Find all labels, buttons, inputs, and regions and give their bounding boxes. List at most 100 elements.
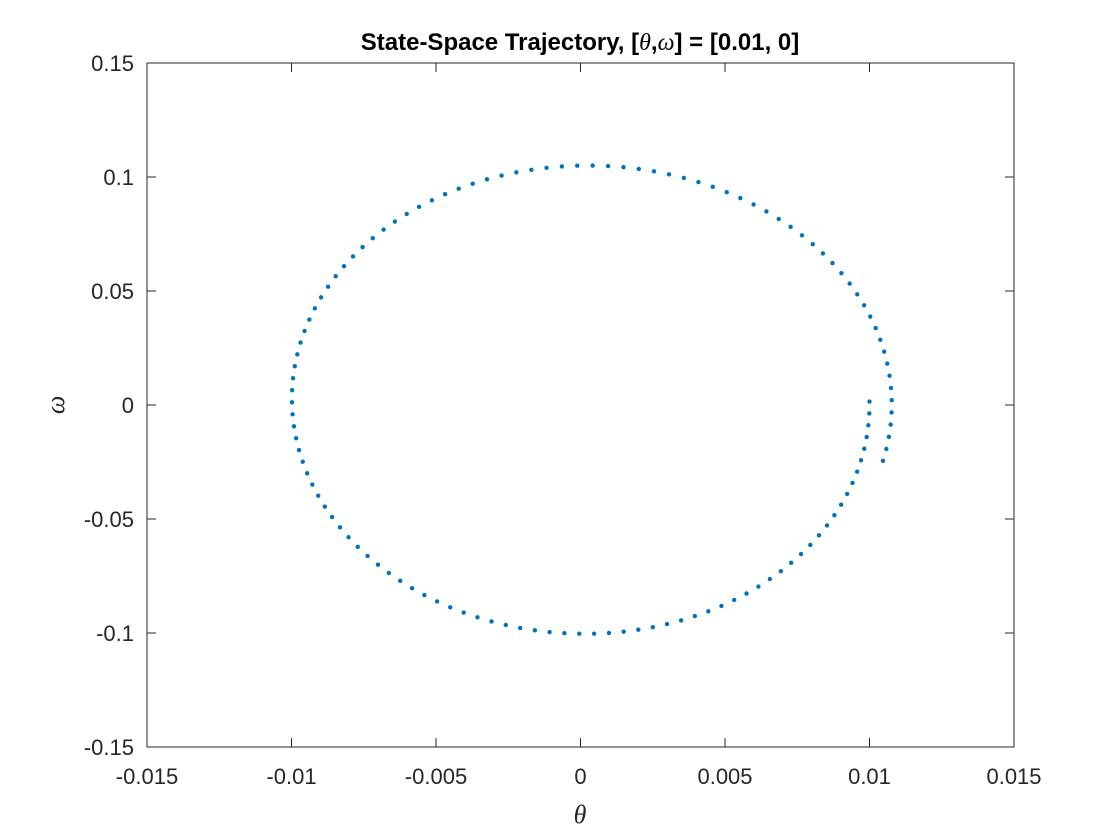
x-tick-label: -0.015 xyxy=(116,764,178,789)
data-point xyxy=(300,459,305,464)
data-point xyxy=(442,192,448,197)
data-point xyxy=(544,165,549,170)
data-point xyxy=(307,317,312,322)
data-point xyxy=(302,328,307,334)
data-point xyxy=(392,219,398,224)
data-point xyxy=(318,295,324,300)
data-point xyxy=(547,629,552,635)
data-point xyxy=(621,165,626,170)
data-point xyxy=(577,631,582,636)
data-point xyxy=(778,568,784,574)
data-point xyxy=(798,551,804,557)
data-point xyxy=(881,349,887,354)
chart-title-omega: ω xyxy=(658,30,675,56)
data-point xyxy=(788,224,793,230)
data-point xyxy=(398,578,403,584)
data-point xyxy=(886,434,892,439)
data-point xyxy=(636,166,641,172)
data-point xyxy=(889,410,894,415)
data-point xyxy=(312,306,318,311)
data-point xyxy=(429,198,435,203)
data-point xyxy=(448,605,453,610)
data-point xyxy=(341,263,347,269)
data-point xyxy=(475,615,480,620)
data-point xyxy=(562,631,567,636)
data-point xyxy=(290,412,295,417)
data-point xyxy=(310,482,315,487)
data-point xyxy=(681,175,687,181)
x-tick-label: 0.005 xyxy=(697,764,752,789)
data-point xyxy=(298,340,303,345)
chart-title-prefix: State-Space Trajectory, [ xyxy=(361,29,639,56)
data-point xyxy=(316,493,321,498)
data-point xyxy=(636,627,641,632)
data-point xyxy=(847,281,852,286)
data-point xyxy=(518,625,523,631)
data-point xyxy=(884,446,889,452)
data-point xyxy=(789,560,794,566)
data-point xyxy=(650,625,655,630)
data-point xyxy=(692,613,698,619)
chart-title-comma: , xyxy=(651,29,658,56)
data-point xyxy=(738,195,743,201)
data-point xyxy=(575,163,580,168)
data-point xyxy=(820,251,826,256)
x-tick-label: 0.015 xyxy=(986,764,1041,789)
data-point xyxy=(289,400,295,405)
x-tick-label: 0 xyxy=(574,764,586,789)
data-point xyxy=(744,591,749,596)
y-tick-label: 0.1 xyxy=(103,165,134,190)
data-point xyxy=(862,446,867,451)
data-point xyxy=(355,544,360,549)
data-point xyxy=(360,244,365,250)
data-point xyxy=(850,480,855,486)
chart-title-theta: θ xyxy=(639,30,651,56)
data-point xyxy=(386,570,391,576)
y-tick-label: -0.1 xyxy=(96,621,134,646)
data-point xyxy=(878,337,883,342)
data-point xyxy=(776,216,781,222)
data-point xyxy=(844,491,850,497)
data-point xyxy=(888,422,893,427)
data-point xyxy=(767,576,773,582)
data-point xyxy=(461,610,466,615)
data-point xyxy=(333,274,338,279)
plot-area xyxy=(147,63,1014,747)
data-point xyxy=(456,186,461,191)
data-point xyxy=(867,399,872,404)
data-point xyxy=(764,209,769,214)
data-layer xyxy=(289,163,894,636)
data-point xyxy=(867,411,872,416)
data-point xyxy=(864,434,869,440)
data-point xyxy=(858,458,864,463)
data-point xyxy=(816,533,822,538)
y-tick-label: -0.15 xyxy=(84,735,134,760)
data-point xyxy=(404,211,409,217)
data-point xyxy=(591,631,597,636)
data-point xyxy=(381,227,386,232)
data-point xyxy=(365,553,370,559)
data-point xyxy=(375,562,381,567)
data-point xyxy=(503,622,508,628)
data-point xyxy=(873,325,878,331)
y-tick-label: -0.05 xyxy=(84,507,134,532)
data-point xyxy=(590,163,595,168)
data-point xyxy=(605,163,611,169)
data-point xyxy=(499,173,504,178)
data-point xyxy=(889,397,894,403)
data-point xyxy=(724,189,729,195)
data-point xyxy=(808,542,813,548)
data-point xyxy=(706,609,711,614)
y-axis-label: ω xyxy=(41,396,70,414)
data-point xyxy=(350,254,356,259)
y-tick-label: 0.15 xyxy=(91,51,134,76)
data-point xyxy=(289,388,295,393)
data-point xyxy=(292,364,297,369)
chart-title-suffix: ] = [0.01, 0] xyxy=(675,29,800,56)
data-point xyxy=(484,177,490,182)
data-point xyxy=(664,621,670,627)
data-point xyxy=(731,597,737,603)
data-point xyxy=(293,436,299,441)
data-point xyxy=(296,447,302,453)
